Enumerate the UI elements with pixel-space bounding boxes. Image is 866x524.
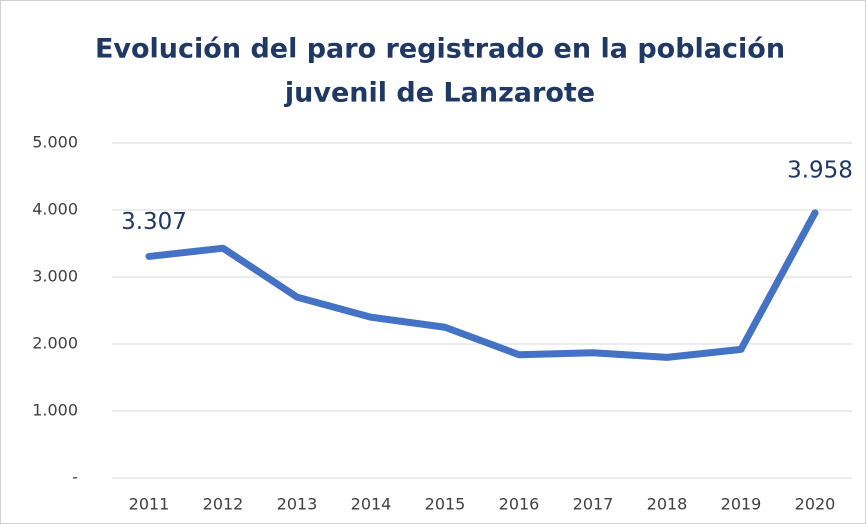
y-tick-label: 2.000 bbox=[32, 334, 78, 353]
line bbox=[145, 209, 819, 361]
x-tick-label: 2016 bbox=[499, 495, 540, 514]
x-tick-label: 2018 bbox=[647, 495, 688, 514]
x-tick-label: 2011 bbox=[129, 495, 170, 514]
x-tick-label: 2014 bbox=[351, 495, 392, 514]
x-tick-label: 2017 bbox=[573, 495, 614, 514]
x-tick-label: 2013 bbox=[277, 495, 318, 514]
y-tick-label: 3.000 bbox=[32, 267, 78, 286]
chart-title: juvenil de Lanzarote bbox=[284, 78, 595, 109]
x-tick-label: 2019 bbox=[721, 495, 762, 514]
x-tick-label: 2015 bbox=[425, 495, 466, 514]
chart-title: Evolución del paro registrado en la pobl… bbox=[95, 34, 785, 65]
x-tick-label: 2020 bbox=[795, 495, 836, 514]
y-tick-label: 5.000 bbox=[32, 133, 78, 152]
data-label: 3.307 bbox=[121, 209, 187, 235]
x-tick-label: 2012 bbox=[203, 495, 244, 514]
y-tick-label: - bbox=[72, 468, 78, 487]
y-tick-label: 1.000 bbox=[32, 401, 78, 420]
data-label: 3.958 bbox=[787, 157, 853, 183]
y-tick-label: 4.000 bbox=[32, 200, 78, 219]
